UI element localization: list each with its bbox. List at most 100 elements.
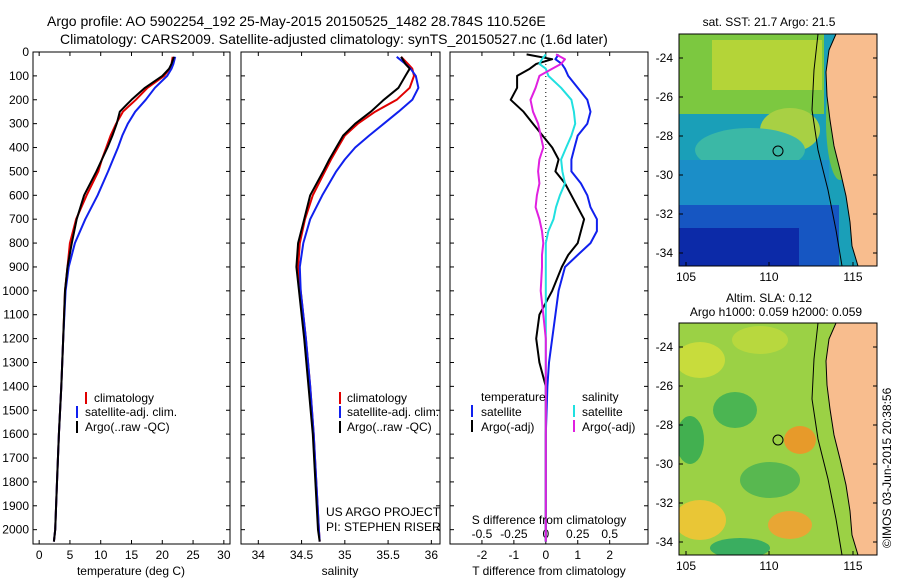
- imos-timestamp: ©IMOS 03-Jun-2015 20:38:56: [880, 387, 894, 548]
- legend-label-s-argo: Argo(-adj): [582, 420, 635, 434]
- salinity-legend: climatology satellite-adj. clim. Argo(..…: [339, 391, 439, 434]
- sst-map[interactable]: [679, 34, 877, 266]
- sla-blob-4: [679, 416, 704, 464]
- legend-label-argo: Argo(..raw -QC): [347, 420, 432, 434]
- sla-blob-6: [740, 462, 800, 498]
- sla-map-title: Altim. SLA: 0.12: [726, 291, 812, 305]
- sst-coldest-band: [679, 228, 799, 266]
- salinity-axis-label: salinity: [322, 564, 359, 578]
- lon-tick-label: 105: [676, 559, 696, 573]
- sla-map-frame: [678, 322, 878, 556]
- x-tick-label: -2: [477, 548, 488, 562]
- legend-label-t-argo: Argo(-adj): [481, 420, 534, 434]
- s-tick-label: 0.25: [566, 527, 590, 541]
- s-tick-label: 0.5: [601, 527, 618, 541]
- legend-label-climatology: climatology: [94, 391, 154, 405]
- depth-tick-label: 1800: [2, 475, 29, 489]
- temperature-axis-label: temperature (deg C): [77, 564, 185, 578]
- sla-blob-2: [732, 326, 788, 354]
- lat-tick-label: -32: [656, 207, 674, 221]
- x-tick-label: 35: [338, 548, 352, 562]
- temperature-series: [52, 56, 177, 542]
- s-tick-label: -0.25: [500, 527, 528, 541]
- sst-land: [825, 34, 877, 266]
- legend-label-climatology: climatology: [347, 391, 407, 405]
- lat-tick-label: -30: [656, 457, 674, 471]
- lon-tick-label: 115: [843, 270, 862, 284]
- sst-map-frame: [678, 33, 878, 267]
- depth-tick-label: 400: [9, 141, 29, 155]
- sla-blob-3: [713, 392, 757, 428]
- depth-tick-label: 0: [22, 45, 29, 59]
- depth-tick-label: 700: [9, 212, 29, 226]
- depth-tick-label: 1900: [2, 499, 29, 513]
- sst-cool-band: [679, 160, 829, 210]
- legend-label-t-satellite: satellite: [481, 405, 522, 419]
- lat-tick-label: -34: [656, 535, 674, 549]
- lat-tick-label: -28: [656, 129, 674, 143]
- series-line-temperature satellite: [544, 53, 598, 542]
- x-tick-label: 34.5: [290, 548, 314, 562]
- temperature-panel-frame: [32, 51, 231, 545]
- sla-blob-7: [679, 500, 726, 540]
- lat-tick-label: -32: [656, 496, 674, 510]
- legend-header-temperature: temperature: [481, 390, 546, 404]
- legend-header-salinity: salinity: [582, 390, 619, 404]
- x-tick-label: 25: [186, 548, 200, 562]
- legend-label-s-satellite: satellite: [582, 405, 623, 419]
- x-tick-label: 1: [574, 548, 581, 562]
- sst-map-ticks: 105 110 115 -24 -26 -28 -30 -32 -34: [656, 51, 877, 284]
- x-tick-label: -1: [509, 548, 520, 562]
- depth-axis: 0 100 200 300 400 500 600 700 800 900 1000 1100 1200…: [2, 45, 648, 537]
- salinity-series: [295, 56, 420, 542]
- sla-map[interactable]: [674, 323, 877, 558]
- sst-shelf-contour: [811, 34, 843, 266]
- legend-label-satellite: satellite-adj. clim.: [347, 405, 439, 419]
- sla-map-subtitle: Argo h1000: 0.059 h2000: 0.059: [690, 305, 862, 319]
- depth-tick-label: 800: [9, 236, 29, 250]
- depth-tick-label: 900: [9, 260, 29, 274]
- legend-label-argo: Argo(..raw -QC): [85, 420, 170, 434]
- depth-tick-label: 500: [9, 164, 29, 178]
- depth-tick-label: 1200: [2, 332, 29, 346]
- depth-tick-label: 1300: [2, 355, 29, 369]
- lon-tick-label: 110: [759, 559, 778, 573]
- x-tick-label: 0: [542, 548, 549, 562]
- lat-tick-label: -24: [656, 51, 674, 65]
- series-line-Argo(..raw -QC): [295, 56, 411, 542]
- x-tick-label: 0: [36, 548, 43, 562]
- series-line-satellite-adj. clim.: [298, 56, 420, 542]
- depth-tick-label: 200: [9, 93, 29, 107]
- x-tick-label: 2: [606, 548, 613, 562]
- depth-tick-label: 1100: [3, 308, 29, 322]
- difference-legend: temperature salinity satellite Argo(-adj…: [471, 390, 635, 434]
- x-tick-label: 35.5: [376, 548, 400, 562]
- salinity-x-ticks: 34 34.5 35 35.5 36: [252, 52, 439, 562]
- x-tick-label: 20: [156, 548, 170, 562]
- lat-tick-label: -26: [656, 379, 674, 393]
- lat-tick-label: -26: [656, 90, 674, 104]
- project-credit: US ARGO PROJECT: [326, 505, 441, 519]
- sst-float-marker: [772, 145, 784, 157]
- difference-series: [509, 53, 598, 542]
- sst-map-title: sat. SST: 21.7 Argo: 21.5: [703, 15, 836, 29]
- x-tick-label: 36: [425, 548, 439, 562]
- s-tick-label: -0.5: [472, 527, 493, 541]
- x-tick-label: 34: [252, 548, 266, 562]
- sst-warm-core: [712, 40, 822, 90]
- temperature-legend: climatology satellite-adj. clim. Argo(..…: [76, 391, 177, 434]
- sla-blob-8: [768, 511, 812, 539]
- lat-tick-label: -28: [656, 418, 674, 432]
- pi-credit: PI: STEPHEN RISER: [326, 520, 441, 534]
- x-tick-label: 5: [67, 548, 74, 562]
- lat-tick-label: -30: [656, 168, 674, 182]
- sla-shelf-contour: [811, 323, 843, 555]
- series-line-temperature Argo(-adj): [509, 53, 586, 542]
- depth-tick-label: 2000: [2, 523, 29, 537]
- depth-tick-label: 1600: [2, 427, 29, 441]
- legend-label-satellite: satellite-adj. clim.: [85, 405, 177, 419]
- lon-tick-label: 115: [843, 559, 862, 573]
- sla-map-ticks: 105 110 115 -24 -26 -28 -30 -32 -34: [656, 340, 877, 573]
- sla-float-marker: [772, 434, 784, 446]
